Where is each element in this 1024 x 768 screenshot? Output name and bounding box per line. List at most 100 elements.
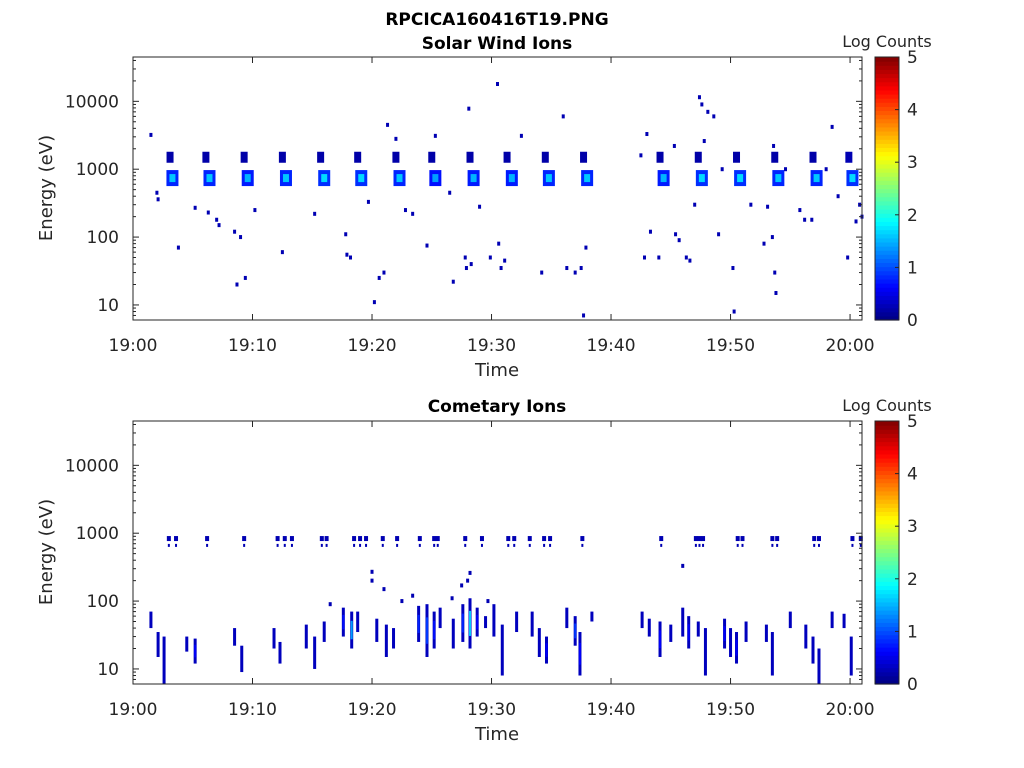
heatmap-cell (846, 255, 850, 260)
heatmap-cell (350, 620, 353, 640)
heatmap-cell (166, 151, 174, 163)
heatmap-cell (253, 208, 257, 213)
heatmap-cell (479, 536, 484, 542)
heatmap-cell (463, 255, 467, 260)
heatmap-cell (304, 624, 308, 649)
heatmap-cell (328, 602, 332, 607)
heatmap-cell (206, 543, 209, 547)
heatmap-cell (770, 235, 774, 240)
heatmap-cell (775, 174, 782, 183)
colorbar-swatch (875, 102, 899, 107)
colorbar-swatch (875, 315, 899, 321)
heatmap-cell (242, 536, 247, 542)
colorbar-tick-label: 5 (907, 48, 918, 68)
heatmap-cell (657, 255, 661, 260)
colorbar-swatch (875, 490, 899, 496)
colorbar-swatch (875, 581, 899, 586)
colorbar-swatch (875, 126, 899, 132)
colorbar-swatch (875, 523, 899, 529)
heatmap-cell (736, 543, 739, 547)
x-tick-label: 20:00 (826, 336, 875, 356)
colorbar-tick-label: 3 (907, 153, 918, 173)
heatmap-cell (696, 621, 700, 637)
colorbar-swatch (875, 159, 899, 165)
colorbar-swatch (875, 441, 899, 447)
colorbar-swatch (875, 564, 899, 570)
colorbar-swatch (875, 237, 899, 243)
plot-area (133, 57, 862, 320)
heatmap-cell (488, 255, 492, 260)
colorbar-swatch (875, 122, 899, 128)
heatmap-cell (712, 114, 716, 119)
panel-cometary-ions: Cometary Ions 19:00 19:10 19:20 19:30 19:40 1… (36, 396, 932, 745)
heatmap-cell (365, 543, 368, 547)
heatmap-cell (659, 630, 662, 649)
colorbar-swatch (875, 311, 899, 317)
colorbar-swatch (875, 449, 899, 455)
x-tick-label: 20:00 (826, 700, 875, 720)
colorbar-tick-label: 1 (907, 258, 918, 278)
x-tick-label: 19:10 (228, 700, 277, 720)
heatmap-cell (395, 536, 400, 542)
colorbar-swatch (875, 482, 899, 488)
heatmap-cell (469, 262, 473, 267)
heatmap-cell (830, 124, 834, 129)
colorbar-swatch (875, 246, 899, 251)
heatmap-cell (681, 563, 685, 568)
colorbar-swatch (875, 429, 899, 434)
heatmap-cell (733, 151, 741, 163)
colorbar-swatch (875, 614, 899, 619)
y-tick-labels: 10 100 1000 10000 (65, 456, 119, 680)
heatmap-cell (810, 217, 814, 222)
heatmap-cell (507, 543, 510, 547)
heatmap-cell (702, 139, 706, 144)
heatmap-cell (425, 617, 428, 644)
heatmap-cell (578, 642, 581, 665)
y-tick-label: 10 (97, 660, 119, 680)
colorbar-frame (874, 56, 900, 321)
x-tick-label: 19:40 (587, 336, 636, 356)
colorbar-tick-label: 2 (907, 570, 918, 590)
heatmap-cell (642, 255, 646, 260)
colorbar-swatch (875, 167, 899, 173)
y-axis-label: Energy (eV) (36, 499, 57, 605)
heatmap-cell (175, 543, 178, 547)
colorbar-swatch (875, 630, 899, 636)
colorbar-swatch (875, 81, 899, 87)
heatmap-cell (580, 536, 585, 542)
colorbar-swatch (875, 307, 899, 313)
colorbar-tick-label: 1 (907, 622, 918, 642)
heatmap-cell (749, 202, 753, 207)
heatmap-cell (697, 536, 702, 542)
colorbar-swatch (875, 57, 899, 62)
colorbar-swatch (875, 69, 899, 75)
heatmap-cell (193, 205, 197, 210)
heatmap-cell (215, 217, 219, 222)
heatmap-cell (508, 174, 515, 183)
y-tick-labels: 10 100 1000 10000 (65, 92, 119, 316)
heatmap-cell (590, 611, 594, 622)
colorbar-swatch (875, 262, 899, 268)
heatmap-cell (581, 543, 584, 547)
heatmap-cell (354, 151, 362, 163)
heatmap-cell (243, 543, 246, 547)
colorbar-swatch (875, 437, 899, 443)
heatmap-cell (386, 122, 390, 127)
heatmap-marks (149, 536, 863, 684)
heatmap-cell (156, 197, 160, 202)
heatmap-cell (436, 543, 439, 547)
heatmap-cell (342, 614, 345, 630)
heatmap-cell (701, 536, 706, 542)
heatmap-cell (461, 613, 464, 633)
heatmap-cell (377, 275, 381, 280)
heatmap-cell (464, 543, 467, 547)
heatmap-cell (233, 229, 237, 234)
colorbar-swatch (875, 77, 899, 83)
heatmap-cell (392, 151, 400, 163)
colorbar-swatch (875, 421, 899, 426)
heatmap-cell (433, 620, 436, 640)
heatmap-cell (817, 543, 820, 547)
heatmap-cell (364, 536, 369, 542)
colorbar-swatch (875, 638, 899, 644)
heatmap-cell (382, 587, 386, 592)
